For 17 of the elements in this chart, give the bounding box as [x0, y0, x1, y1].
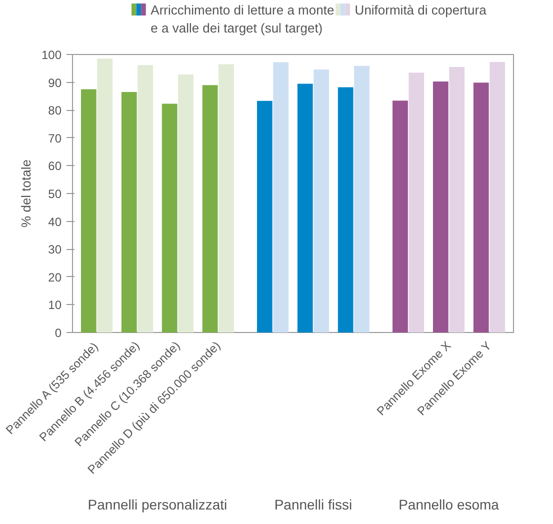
text: Pannello esoma [398, 496, 500, 512]
y-tick-label: 50 [48, 187, 62, 201]
y-tick-label: 100 [41, 48, 62, 62]
y-tick-label: 30 [48, 242, 62, 257]
y-tick-label: 20 [48, 270, 62, 284]
y-tick-label: 90 [48, 76, 62, 90]
y-tick-label: 70 [48, 131, 62, 146]
y-tick-label: 0 [54, 326, 62, 340]
y-tick-label: 10 [48, 298, 62, 312]
text: Pannelli personalizzati [88, 496, 228, 512]
y-tick-label: 40 [48, 214, 62, 229]
text: Pannelli fissi [274, 496, 352, 512]
y-axis-title: % del totale [18, 160, 34, 228]
y-tick-label: 60 [48, 159, 62, 174]
legend-label: Arricchimento di letture a monte e a valle dei target (sul target) [150, 2, 334, 36]
legend-label: Uniformità di copertura [354, 2, 488, 18]
y-tick-label: 80 [48, 104, 62, 118]
